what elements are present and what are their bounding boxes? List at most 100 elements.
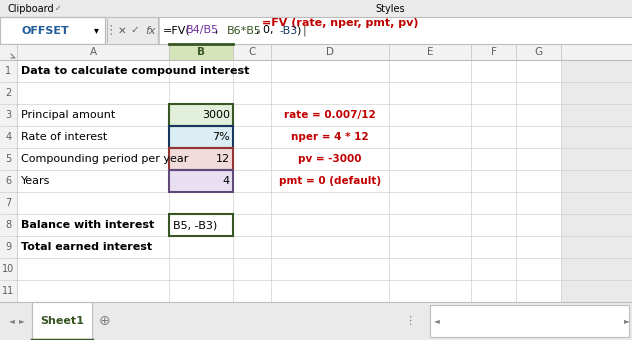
Text: Compounding period per year: Compounding period per year: [21, 154, 188, 164]
Text: Years: Years: [21, 176, 51, 186]
Bar: [516, 258, 561, 280]
Text: B4/B5: B4/B5: [186, 26, 219, 35]
Text: 1: 1: [6, 66, 11, 76]
Text: ►: ►: [624, 317, 630, 325]
Bar: [471, 126, 516, 148]
Text: 4: 4: [223, 176, 230, 186]
Text: |: |: [302, 25, 306, 36]
Bar: [271, 60, 389, 82]
Bar: [389, 236, 471, 258]
Bar: [271, 126, 389, 148]
Text: 7: 7: [6, 198, 11, 208]
Text: pv = -3000: pv = -3000: [298, 154, 362, 164]
Bar: [389, 44, 471, 60]
Bar: [169, 126, 233, 148]
Bar: [471, 148, 516, 170]
Bar: [17, 236, 169, 258]
Bar: [169, 170, 233, 192]
Bar: [17, 258, 169, 280]
Bar: [471, 214, 516, 236]
Text: Styles: Styles: [375, 3, 405, 14]
Text: -B3: -B3: [279, 26, 297, 35]
Text: B6*B5: B6*B5: [227, 26, 262, 35]
Bar: [0, 214, 17, 236]
Bar: [516, 148, 561, 170]
Text: ◄: ◄: [9, 317, 15, 325]
Bar: [0, 82, 17, 104]
Bar: [169, 258, 233, 280]
Text: =FV(: =FV(: [163, 26, 191, 35]
Bar: [471, 44, 516, 60]
Bar: [516, 82, 561, 104]
Text: pmt = 0 (default): pmt = 0 (default): [279, 176, 381, 186]
Bar: [271, 148, 389, 170]
Bar: [471, 60, 516, 82]
Bar: [389, 170, 471, 192]
Bar: [471, 280, 516, 302]
Text: 8: 8: [6, 220, 11, 230]
Bar: [389, 82, 471, 104]
Text: ⋮: ⋮: [404, 316, 416, 326]
Bar: [169, 170, 233, 192]
Text: 11: 11: [3, 286, 15, 296]
Bar: [169, 126, 233, 148]
Bar: [159, 17, 632, 44]
Text: Balance with interest: Balance with interest: [21, 220, 154, 230]
Text: 3000: 3000: [202, 110, 230, 120]
Bar: [233, 148, 271, 170]
Bar: [0, 126, 17, 148]
Text: Total earned interest: Total earned interest: [21, 242, 152, 252]
Bar: [0, 148, 17, 170]
Bar: [17, 214, 169, 236]
Text: G: G: [535, 47, 542, 57]
Bar: [169, 148, 233, 170]
Text: ✓: ✓: [131, 26, 140, 35]
Bar: [169, 104, 233, 126]
Bar: [169, 214, 233, 236]
Text: 6: 6: [6, 176, 11, 186]
Bar: [0, 17, 632, 44]
Bar: [169, 148, 233, 170]
Bar: [389, 148, 471, 170]
Text: ⋮: ⋮: [105, 24, 118, 37]
Bar: [0, 60, 17, 82]
Bar: [516, 192, 561, 214]
Bar: [0, 44, 632, 60]
Text: A: A: [90, 47, 97, 57]
Bar: [17, 192, 169, 214]
Bar: [169, 280, 233, 302]
Bar: [233, 60, 271, 82]
Bar: [516, 214, 561, 236]
Bar: [233, 280, 271, 302]
Bar: [0, 192, 17, 214]
Bar: [169, 236, 233, 258]
Text: Clipboard: Clipboard: [8, 3, 54, 14]
Bar: [0, 17, 105, 44]
Bar: [169, 82, 233, 104]
Bar: [0, 258, 17, 280]
Text: ): ): [296, 26, 301, 35]
Bar: [271, 44, 389, 60]
Bar: [516, 104, 561, 126]
Bar: [271, 258, 389, 280]
Bar: [233, 44, 271, 60]
Bar: [233, 214, 271, 236]
Text: fx: fx: [145, 26, 155, 35]
Text: ◄: ◄: [434, 317, 440, 325]
Bar: [17, 82, 169, 104]
Bar: [0, 104, 17, 126]
Text: C: C: [248, 47, 256, 57]
Bar: [17, 170, 169, 192]
Bar: [430, 305, 629, 337]
Bar: [169, 214, 233, 236]
Text: E: E: [427, 47, 434, 57]
Bar: [169, 148, 233, 170]
Bar: [169, 104, 233, 126]
Bar: [233, 170, 271, 192]
Bar: [389, 280, 471, 302]
Bar: [516, 280, 561, 302]
Text: B5, -B3): B5, -B3): [173, 220, 217, 230]
Bar: [389, 214, 471, 236]
Text: =FV (rate, nper, pmt, pv): =FV (rate, nper, pmt, pv): [262, 18, 418, 28]
Text: ►: ►: [19, 317, 25, 325]
